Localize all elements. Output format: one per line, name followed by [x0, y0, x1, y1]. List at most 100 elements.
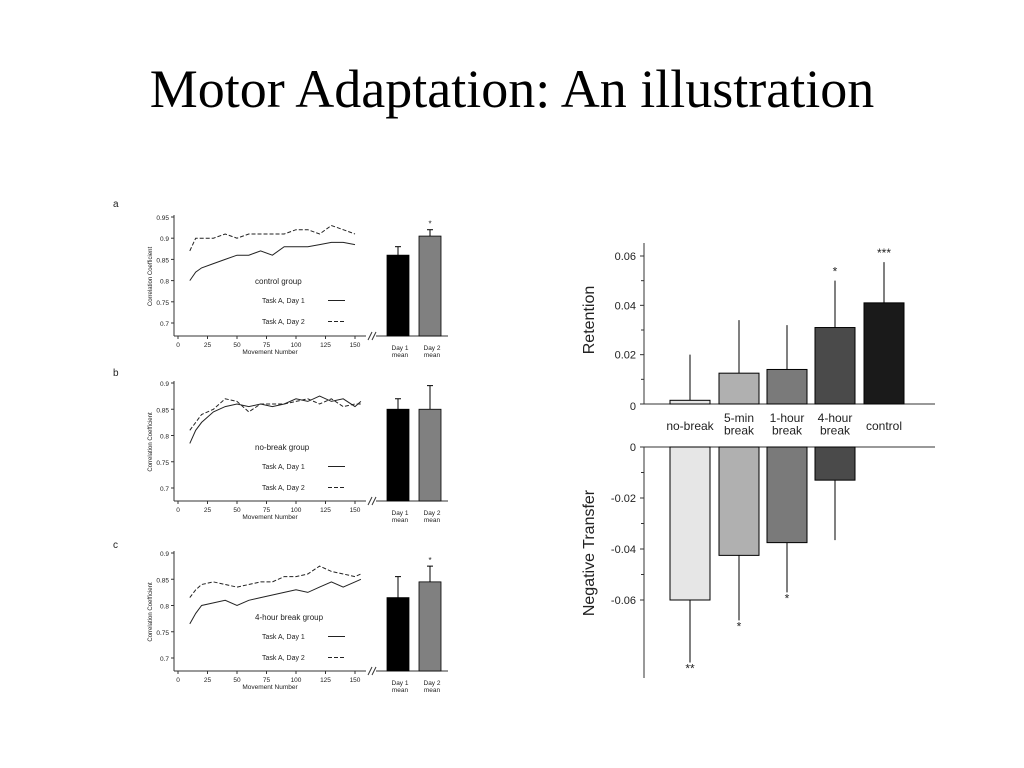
- y-tick-label: -0.04: [611, 544, 636, 556]
- significance-marker: *: [737, 619, 742, 633]
- y-axis-label: Correlation Coefficient: [148, 247, 154, 307]
- y-tick-label: 0.7: [160, 656, 169, 663]
- negative-transfer-bar: [718, 446, 760, 556]
- category-label: no-break: [666, 419, 714, 433]
- bar-category-label: Day 1 mean: [392, 510, 409, 524]
- bar-day2-mean: [418, 408, 442, 502]
- axis-break-mark: [367, 496, 373, 506]
- legend-title: control group: [255, 277, 302, 286]
- x-tick-label: 150: [350, 677, 361, 684]
- axis-break-mark: [371, 666, 377, 676]
- slide-title: Motor Adaptation: An illustration: [149, 59, 875, 119]
- y-axis-label: Negative Transfer: [581, 489, 598, 616]
- panel-letter: b: [113, 368, 119, 379]
- y-tick-label: 0.75: [156, 630, 169, 637]
- series-line-day1: [189, 578, 362, 625]
- y-tick-label: 0.04: [615, 300, 636, 312]
- y-tick-label: 0.8: [160, 604, 169, 611]
- y-tick-label: 0.7: [160, 321, 169, 328]
- significance-marker: ***: [877, 246, 891, 260]
- series-line-day2: [189, 565, 362, 598]
- x-axis-label: Movement Number: [242, 514, 298, 521]
- y-tick-label: 0.7: [160, 486, 169, 493]
- legend-entry-label: Task A, Day 1: [262, 464, 305, 471]
- series-line-day2: [189, 398, 361, 431]
- negative-transfer-bar: [814, 446, 856, 481]
- y-tick-label: 0.9: [160, 236, 169, 243]
- category-label: 5-min break: [724, 411, 755, 438]
- line-chart-panel-b: b 0.9 0.85 0.8 0.75 0.7 0 25 50 75 100 125 150 Moveme…: [113, 368, 448, 524]
- series-line-day1: [189, 395, 362, 444]
- x-tick-label: 0: [176, 507, 180, 514]
- retention-bar: [718, 372, 760, 405]
- retention-bar: [669, 399, 711, 405]
- legend-entry-label: Task A, Day 2: [262, 319, 305, 326]
- y-tick-label: 0.9: [160, 551, 169, 558]
- y-tick-label: 0.9: [160, 381, 169, 388]
- x-tick-label: 75: [263, 507, 271, 514]
- y-tick-label: 0.75: [156, 300, 169, 307]
- x-tick-label: 50: [233, 342, 241, 349]
- bar-day1-mean: [386, 254, 410, 337]
- bar-day2-mean: [418, 581, 442, 672]
- category-label: 1-hour break: [770, 411, 805, 438]
- x-tick-label: 50: [233, 507, 241, 514]
- y-tick-label: 0.85: [156, 577, 169, 584]
- y-axis-label: Correlation Coefficient: [148, 582, 154, 642]
- x-tick-label: 125: [320, 507, 331, 514]
- x-tick-label: 25: [204, 342, 212, 349]
- legend-entry-label: Task A, Day 1: [262, 634, 305, 641]
- line-chart-panel-c: c 0.9 0.85 0.8 0.75 0.7 0 25 50 75 100 125 150 Moveme…: [113, 540, 448, 694]
- x-tick-label: 0: [176, 677, 180, 684]
- x-tick-label: 75: [263, 342, 271, 349]
- x-axis-label: Movement Number: [242, 349, 298, 356]
- axis-break-mark: [367, 666, 373, 676]
- axis-break-mark: [371, 331, 377, 341]
- bar-day2-mean: [418, 235, 442, 337]
- y-axis-label: Correlation Coefficient: [148, 412, 154, 472]
- y-tick-label: 0.02: [615, 350, 636, 362]
- panel-letter: a: [113, 199, 119, 210]
- retention-bar: [766, 368, 808, 405]
- x-tick-label: 125: [320, 677, 331, 684]
- y-tick-label: 0.8: [160, 434, 169, 441]
- x-tick-label: 25: [204, 677, 212, 684]
- legend-entry-label: Task A, Day 2: [262, 485, 305, 492]
- bar-day1-mean: [386, 408, 410, 502]
- bar-category-label: Day 2 mean: [424, 510, 441, 524]
- y-tick-label: 0.75: [156, 460, 169, 467]
- y-axis-label: Retention: [581, 286, 598, 355]
- y-tick-label: 0: [630, 401, 636, 413]
- x-tick-label: 25: [204, 507, 212, 514]
- y-tick-label: -0.02: [611, 493, 636, 505]
- legend-title: 4-hour break group: [255, 613, 324, 622]
- x-tick-label: 100: [291, 342, 302, 349]
- category-label: 4-hour break: [818, 411, 853, 438]
- line-chart-panel-a: a 0.95 0.9 0.85 0.8 0.75 0.7 0 25 50 75 100 125 150 Mo…: [113, 199, 448, 359]
- y-tick-label: -0.06: [611, 595, 636, 607]
- significance-marker: *: [428, 220, 431, 229]
- x-tick-label: 0: [176, 342, 180, 349]
- x-tick-label: 125: [320, 342, 331, 349]
- y-tick-label: 0.85: [156, 257, 169, 264]
- x-axis-label: Movement Number: [242, 684, 298, 691]
- legend-entry-label: Task A, Day 2: [262, 655, 305, 662]
- axis-break-mark: [367, 331, 373, 341]
- negative-transfer-bar: [669, 446, 711, 601]
- x-tick-label: 150: [350, 342, 361, 349]
- x-tick-label: 75: [263, 677, 271, 684]
- x-tick-label: 50: [233, 677, 241, 684]
- series-line-day2: [189, 224, 356, 252]
- bar-category-label: Day 2 mean: [424, 345, 441, 359]
- significance-marker: *: [428, 556, 431, 565]
- series-line-day1: [189, 241, 356, 281]
- bar-day1-mean: [386, 597, 410, 672]
- x-tick-label: 100: [291, 677, 302, 684]
- panel-letter: c: [113, 540, 118, 551]
- y-tick-label: 0.85: [156, 407, 169, 414]
- y-tick-label: 0.95: [156, 215, 169, 222]
- bar-category-label: Day 1 mean: [392, 680, 409, 694]
- bar-category-label: Day 1 mean: [392, 345, 409, 359]
